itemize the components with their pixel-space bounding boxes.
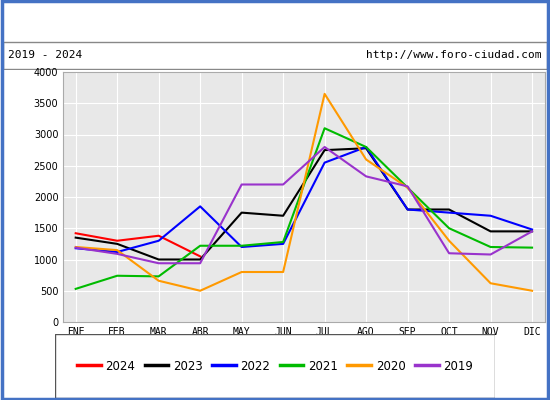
Text: 2019 - 2024: 2019 - 2024 bbox=[8, 50, 82, 60]
Text: Evolucion Nº Turistas Nacionales en el municipio de Ribadumia: Evolucion Nº Turistas Nacionales en el m… bbox=[29, 14, 521, 28]
Legend: 2024, 2023, 2022, 2021, 2020, 2019: 2024, 2023, 2022, 2021, 2020, 2019 bbox=[72, 355, 478, 377]
Text: http://www.foro-ciudad.com: http://www.foro-ciudad.com bbox=[366, 50, 542, 60]
